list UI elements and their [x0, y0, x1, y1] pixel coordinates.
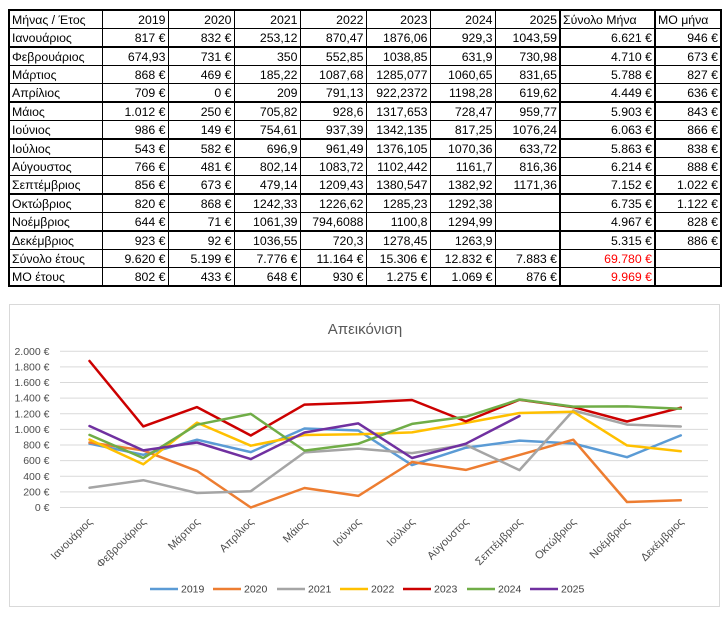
- svg-text:800 €: 800 €: [23, 440, 49, 452]
- svg-text:200 €: 200 €: [23, 486, 49, 498]
- svg-text:2024: 2024: [498, 584, 522, 596]
- svg-text:2019: 2019: [181, 584, 205, 596]
- svg-text:2023: 2023: [434, 584, 458, 596]
- svg-text:2020: 2020: [244, 584, 268, 596]
- svg-text:1.400 €: 1.400 €: [14, 393, 49, 405]
- svg-text:1.800 €: 1.800 €: [14, 361, 49, 373]
- svg-text:0 €: 0 €: [35, 502, 50, 514]
- svg-text:Απρίλιος: Απρίλιος: [218, 516, 257, 555]
- svg-text:Δεκέμβριος: Δεκέμβριος: [639, 516, 687, 564]
- svg-text:Μάρτιος: Μάρτιος: [166, 516, 203, 553]
- svg-text:2.000 €: 2.000 €: [14, 346, 49, 358]
- svg-text:Οκτώβριος: Οκτώβριος: [533, 516, 579, 562]
- svg-text:400 €: 400 €: [23, 471, 49, 483]
- svg-text:2025: 2025: [561, 584, 585, 596]
- svg-text:Αύγουστος: Αύγουστος: [425, 516, 471, 562]
- svg-text:2022: 2022: [371, 584, 395, 596]
- svg-text:1.000 €: 1.000 €: [14, 424, 49, 436]
- svg-text:Φεβρουάριος: Φεβρουάριος: [95, 516, 149, 570]
- svg-text:Σεπτέμβριος: Σεπτέμβριος: [473, 516, 525, 568]
- svg-text:Ιανουάριος: Ιανουάριος: [49, 516, 95, 562]
- svg-text:2021: 2021: [308, 584, 332, 596]
- svg-text:Μάιος: Μάιος: [281, 516, 310, 545]
- svg-text:Ιούνιος: Ιούνιος: [331, 516, 364, 549]
- svg-text:1.200 €: 1.200 €: [14, 408, 49, 420]
- svg-text:1.600 €: 1.600 €: [14, 377, 49, 389]
- svg-text:Ιούλιος: Ιούλιος: [385, 516, 418, 549]
- svg-text:Νοέμβριος: Νοέμβριος: [588, 516, 633, 561]
- svg-text:600 €: 600 €: [23, 455, 49, 467]
- svg-text:Απεικόνιση: Απεικόνιση: [328, 321, 402, 338]
